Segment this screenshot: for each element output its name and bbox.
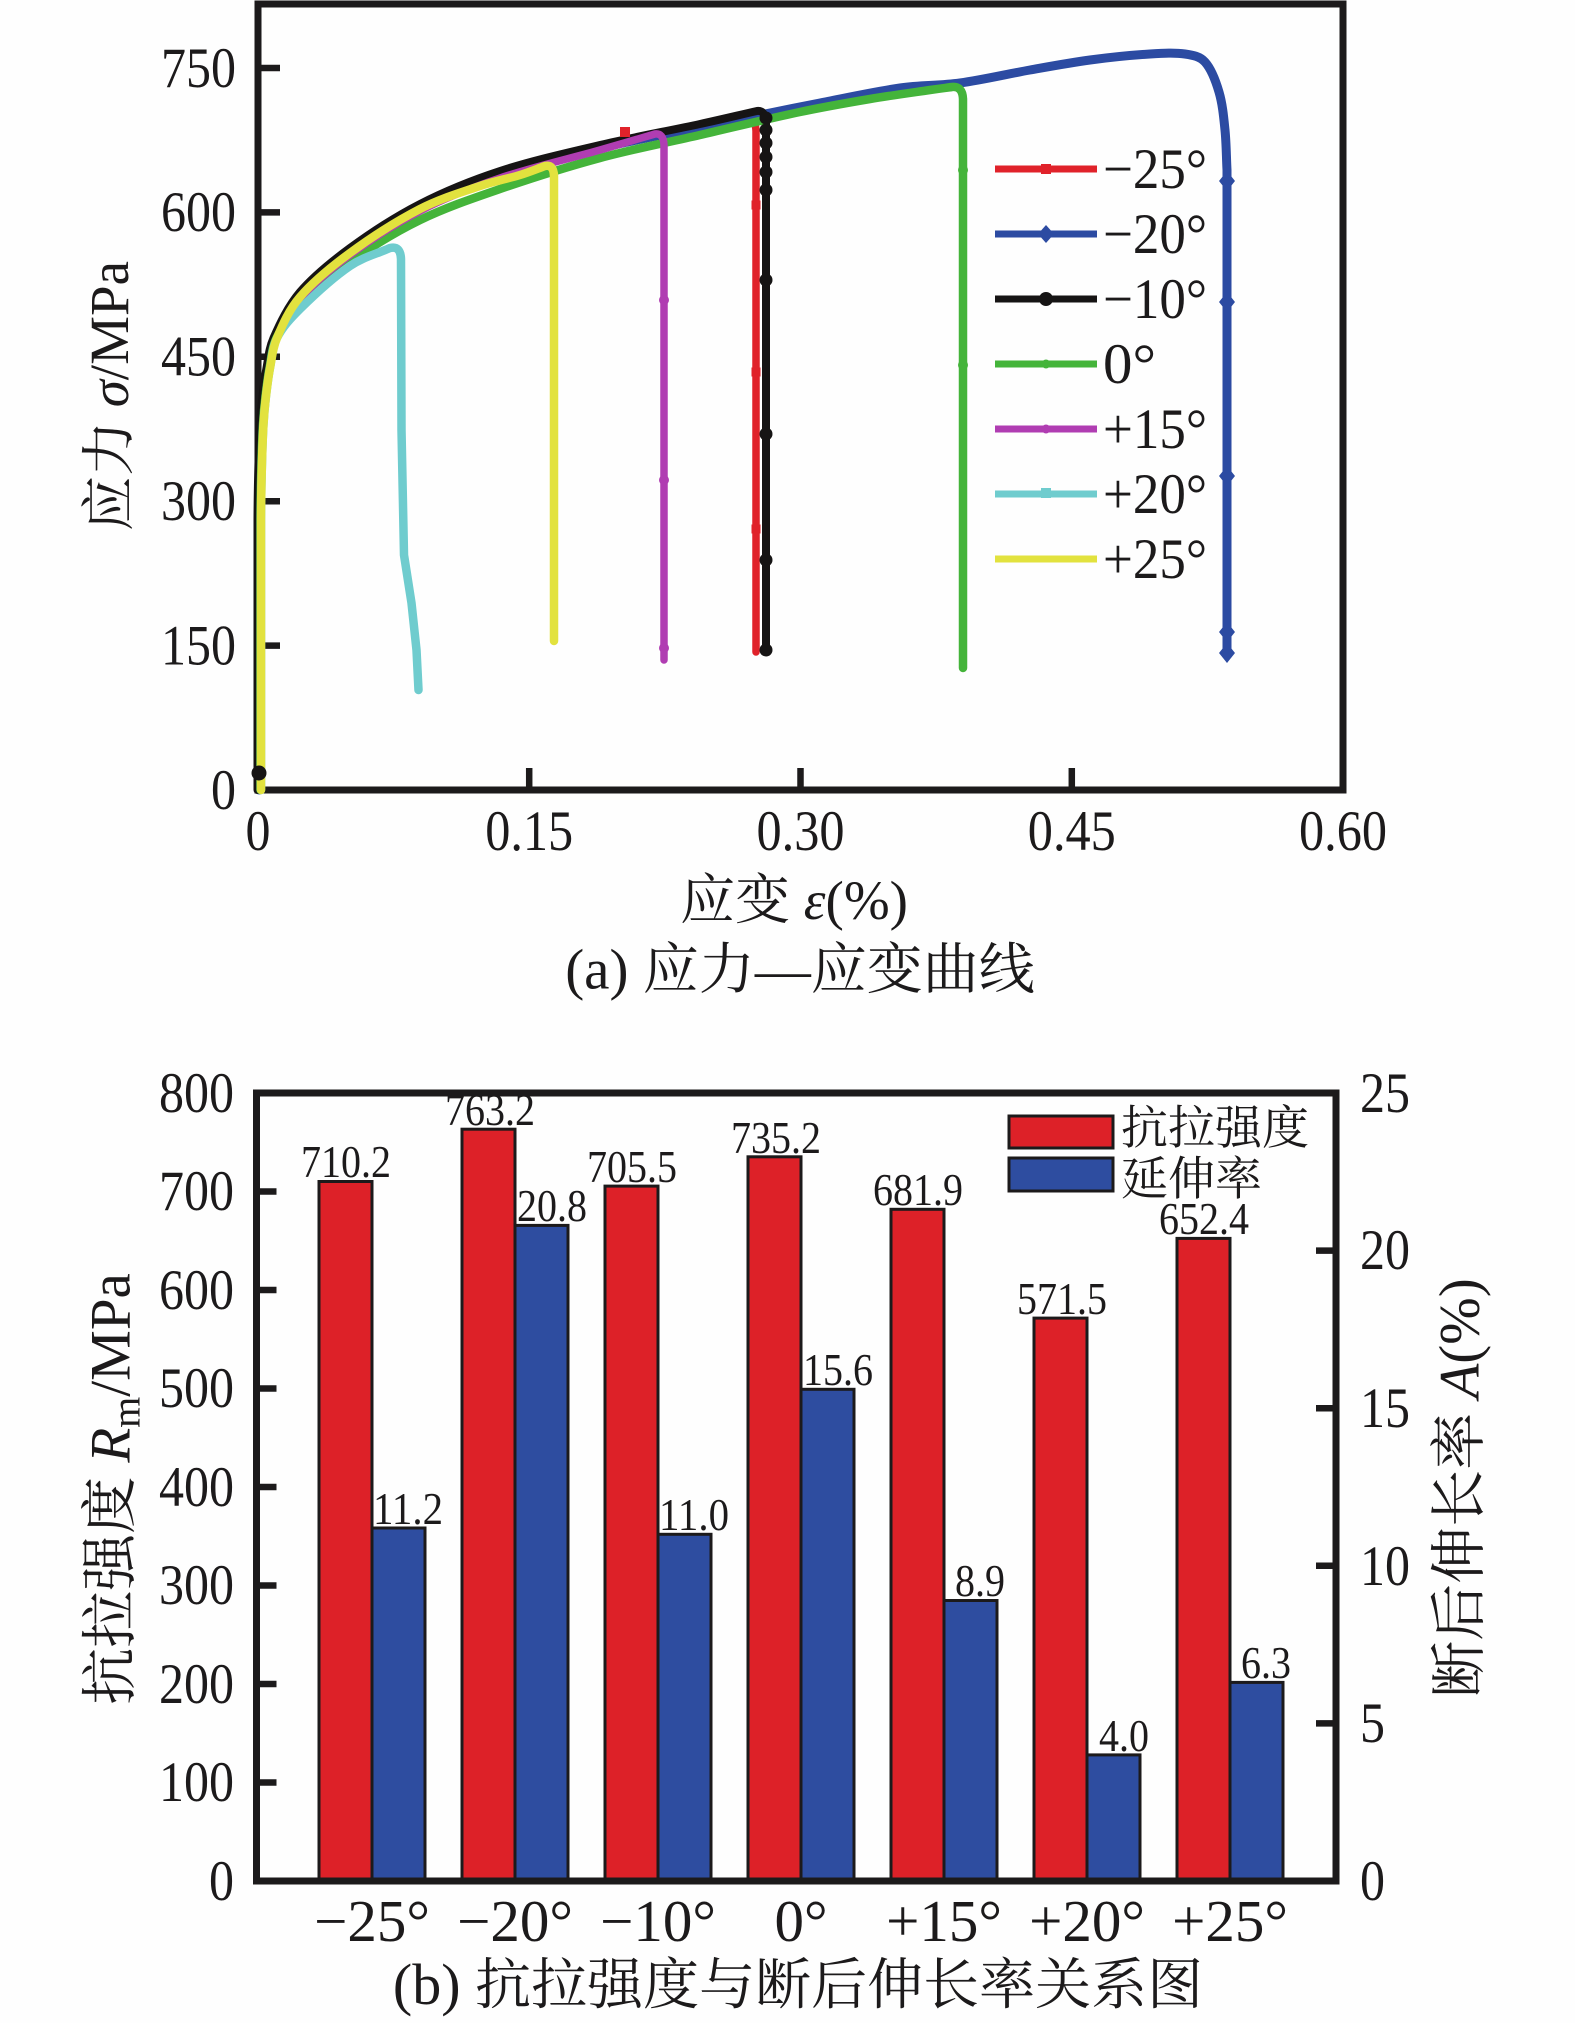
svg-text:(%): (%) [826,870,908,931]
svg-text:−20°: −20° [1103,203,1207,266]
svg-text:6.3: 6.3 [1241,1637,1291,1688]
svg-text:150: 150 [161,614,236,677]
svg-text:20: 20 [1360,1219,1410,1282]
svg-text:−25°: −25° [314,1888,430,1954]
svg-text:11.2: 11.2 [373,1483,443,1534]
svg-text:0°: 0° [1103,333,1156,396]
svg-text:(b): (b) [393,1952,461,2017]
svg-text:4.0: 4.0 [1099,1710,1149,1761]
svg-text:15.6: 15.6 [803,1344,873,1395]
svg-text:450: 450 [161,326,236,389]
svg-text:705.5: 705.5 [587,1141,677,1192]
svg-text:735.2: 735.2 [731,1112,821,1163]
svg-text:A: A [1429,1363,1492,1403]
svg-text:5: 5 [1360,1692,1385,1755]
svg-text:(a): (a) [565,939,628,1002]
svg-text:300: 300 [161,470,236,533]
svg-text:−20°: −20° [457,1888,573,1954]
svg-text:0: 0 [209,1850,234,1913]
svg-text:11.0: 11.0 [659,1489,729,1540]
svg-text:−10°: −10° [600,1888,716,1954]
svg-text:10: 10 [1360,1535,1410,1598]
svg-text:100: 100 [159,1751,234,1814]
svg-text:750: 750 [161,37,236,100]
svg-text:+25°: +25° [1103,528,1207,591]
svg-text:0.15: 0.15 [485,800,573,863]
svg-text:0: 0 [246,800,271,863]
svg-text:20.8: 20.8 [517,1180,587,1231]
svg-text:652.4: 652.4 [1159,1193,1249,1244]
svg-text:8.9: 8.9 [955,1555,1005,1606]
svg-text:400: 400 [159,1456,234,1519]
svg-text:0.30: 0.30 [757,800,845,863]
svg-text:0: 0 [1360,1850,1385,1913]
svg-text:0.45: 0.45 [1028,800,1116,863]
svg-text:500: 500 [159,1357,234,1420]
svg-text:600: 600 [159,1259,234,1322]
svg-text:571.5: 571.5 [1017,1273,1107,1324]
svg-text:m: m [104,1397,149,1428]
svg-text:+15°: +15° [886,1888,1002,1954]
svg-text:/MPa: /MPa [80,1273,143,1397]
svg-text:+15°: +15° [1103,398,1207,461]
svg-text:R: R [80,1428,143,1464]
svg-text:0.60: 0.60 [1299,800,1387,863]
svg-text:−25°: −25° [1103,138,1207,201]
svg-text:700: 700 [159,1160,234,1223]
svg-text:200: 200 [159,1653,234,1716]
svg-text:/MPa: /MPa [79,261,140,380]
svg-text:25: 25 [1360,1062,1410,1125]
svg-text:—: — [754,940,812,1002]
svg-text:+25°: +25° [1172,1888,1288,1954]
svg-text:800: 800 [159,1062,234,1125]
svg-text:300: 300 [159,1554,234,1617]
svg-text:σ: σ [79,378,140,407]
svg-text:15: 15 [1360,1377,1410,1440]
svg-text:(%): (%) [1429,1278,1492,1363]
svg-text:−10°: −10° [1103,268,1207,331]
svg-text:681.9: 681.9 [873,1164,963,1215]
svg-text:ε: ε [804,870,826,931]
svg-text:+20°: +20° [1103,463,1207,526]
svg-text:0: 0 [211,759,236,822]
svg-text:600: 600 [161,181,236,244]
svg-text:+20°: +20° [1029,1888,1145,1954]
svg-text:0°: 0° [774,1888,827,1954]
svg-text:710.2: 710.2 [301,1136,391,1187]
